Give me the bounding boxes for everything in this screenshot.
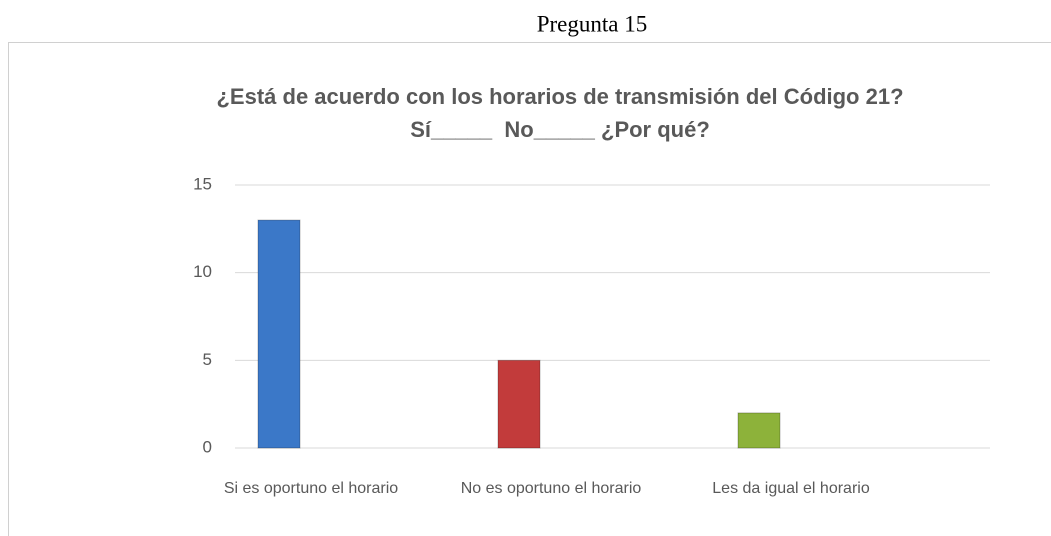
chart-title: ¿Está de acuerdo con los horarios de tra… <box>216 84 903 109</box>
bar <box>497 359 541 449</box>
y-tick-label: 0 <box>203 437 212 456</box>
y-tick-label: 10 <box>193 262 212 281</box>
y-tick-label: 5 <box>203 350 212 369</box>
x-tick-label: Si es oportuno el horario <box>224 480 398 497</box>
chart-frame <box>8 42 1051 536</box>
y-tick-label: 15 <box>193 174 212 193</box>
chart-subtitle: Sí_____ No_____ ¿Por qué? <box>410 117 710 142</box>
page-header: Pregunta 15 <box>537 11 648 36</box>
x-tick-label: No es oportuno el horario <box>461 480 642 497</box>
bar <box>257 219 301 449</box>
bar <box>737 412 781 449</box>
x-tick-label: Les da igual el horario <box>712 480 870 497</box>
